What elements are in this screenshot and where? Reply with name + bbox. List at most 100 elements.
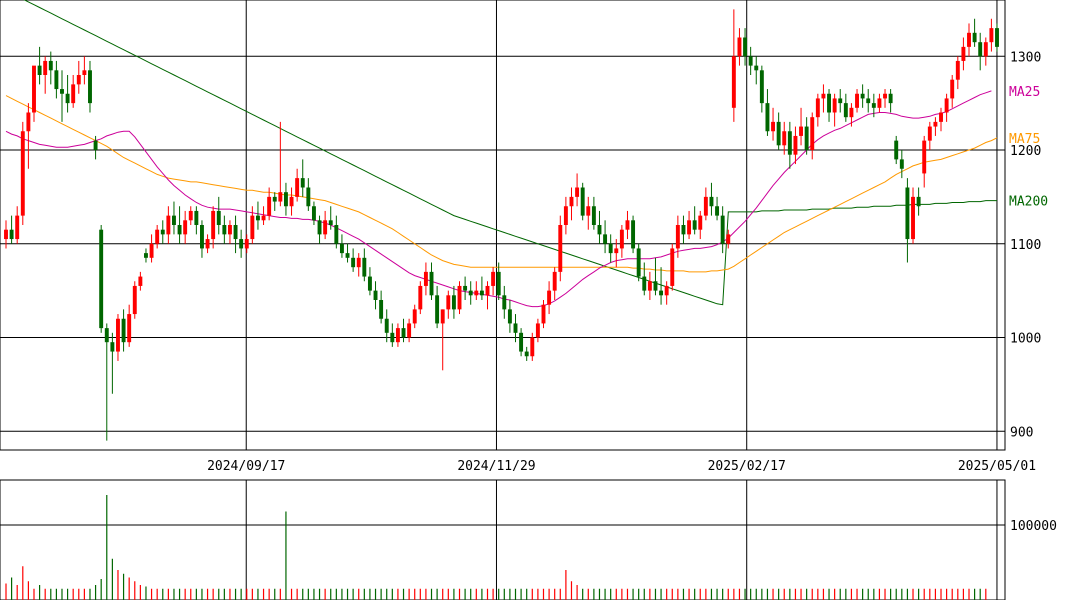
- candle: [65, 75, 70, 113]
- candle: [580, 182, 585, 221]
- price-tick-label: 900: [1010, 425, 1033, 440]
- candle: [815, 93, 820, 127]
- candle: [211, 206, 216, 249]
- candle: [93, 135, 98, 160]
- candle-body: [311, 206, 316, 221]
- candle: [558, 215, 563, 282]
- candle: [267, 187, 272, 221]
- candle: [116, 314, 120, 361]
- candle-body: [474, 290, 479, 296]
- candle-body: [60, 89, 64, 94]
- ma-legend-label: MA75: [1009, 132, 1040, 147]
- candle-body: [54, 70, 59, 90]
- candle: [838, 89, 843, 113]
- candle-body: [933, 121, 938, 127]
- candle: [423, 262, 428, 296]
- candle-body: [463, 285, 468, 291]
- candle: [334, 215, 339, 249]
- candle-body: [127, 314, 132, 343]
- candle-body: [261, 215, 266, 221]
- candle-body: [983, 42, 988, 57]
- candle-body: [636, 248, 641, 277]
- candle-body: [20, 131, 25, 216]
- candle: [922, 135, 927, 188]
- candle-body: [423, 271, 428, 286]
- candle: [177, 206, 182, 244]
- candle: [132, 281, 137, 319]
- candle: [283, 182, 288, 216]
- candle: [367, 267, 372, 296]
- candle-body: [93, 140, 98, 150]
- date-axis: 2024/09/17 2024/11/29 2025/02/17 2025/05/01: [207, 459, 1036, 474]
- candle: [295, 168, 300, 202]
- candle-body: [535, 323, 540, 338]
- candle: [737, 28, 742, 66]
- candle-body: [692, 220, 697, 230]
- candle: [989, 18, 994, 52]
- candle: [54, 60, 59, 99]
- candle: [608, 234, 613, 263]
- candle-body: [412, 309, 417, 324]
- candle-body: [244, 239, 249, 249]
- candle-body: [765, 103, 770, 132]
- candle-body: [440, 309, 445, 324]
- candle: [698, 210, 703, 240]
- candle-body: [815, 98, 820, 118]
- candle-body: [888, 93, 893, 104]
- candle-body: [642, 276, 647, 291]
- candle-body: [435, 295, 440, 324]
- candle-body: [664, 285, 669, 296]
- candle-body: [849, 107, 854, 118]
- candle: [748, 46, 753, 75]
- candle-body: [894, 140, 899, 160]
- candle: [776, 112, 781, 150]
- candle: [384, 309, 389, 343]
- candle: [743, 28, 748, 66]
- candle-body: [267, 196, 272, 216]
- candle-body: [390, 332, 395, 343]
- candle: [418, 281, 423, 315]
- candle: [37, 46, 42, 85]
- candle: [916, 187, 921, 216]
- candle-body: [289, 196, 294, 207]
- candle-body: [283, 192, 288, 207]
- candle-body: [116, 318, 120, 352]
- candle-body: [200, 225, 204, 249]
- candle: [619, 225, 624, 258]
- candle-body: [239, 239, 244, 249]
- candle: [278, 121, 283, 207]
- candle-body: [345, 253, 350, 258]
- candle-body: [625, 220, 630, 230]
- candle-body: [776, 121, 781, 146]
- candle-body: [580, 187, 585, 216]
- candle: [810, 112, 815, 160]
- candle: [513, 314, 518, 343]
- candle: [978, 32, 983, 71]
- candle-body: [205, 239, 210, 249]
- volume-panel-frame: [0, 479, 1006, 600]
- candle-body: [496, 271, 501, 296]
- candle: [827, 89, 831, 122]
- candle-body: [356, 257, 361, 268]
- moving-average-legend: MA25 MA75 MA200: [1009, 85, 1048, 210]
- candle-body: [883, 93, 887, 99]
- candle: [541, 300, 546, 329]
- candle-body: [479, 290, 484, 296]
- candle-body: [681, 225, 686, 235]
- candle-body: [211, 210, 216, 240]
- candle-body: [507, 309, 512, 324]
- candle-body: [65, 93, 70, 104]
- candle: [832, 93, 837, 127]
- candle: [927, 121, 932, 150]
- candle-body: [653, 281, 658, 291]
- candle-body: [88, 70, 92, 104]
- candle-body: [300, 178, 305, 188]
- candle-body: [278, 192, 283, 202]
- candle-body: [485, 285, 490, 296]
- candle: [121, 309, 126, 352]
- candle: [636, 243, 641, 282]
- candle: [491, 267, 496, 296]
- candle: [99, 225, 104, 333]
- price-panel-frame: [0, 0, 1006, 451]
- candle-body: [787, 131, 792, 155]
